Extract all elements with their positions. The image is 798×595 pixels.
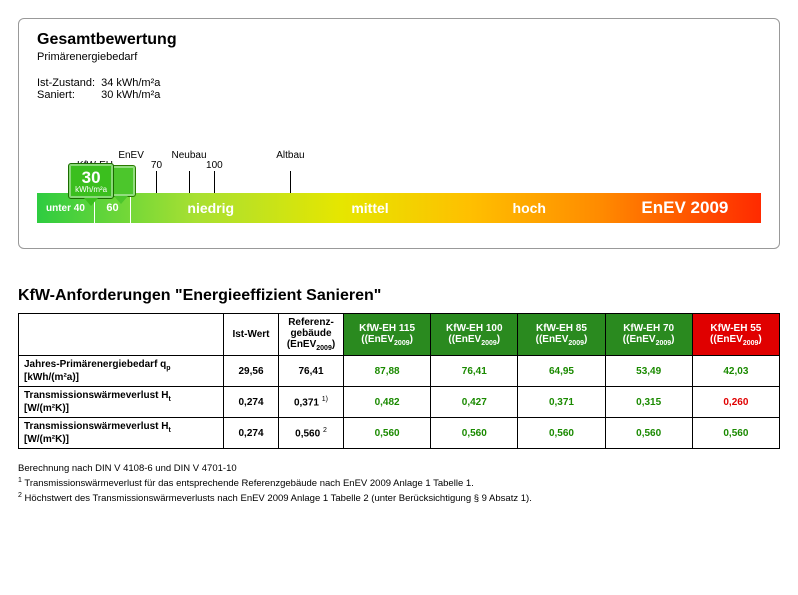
scale-segment: niedrig (131, 193, 290, 223)
cell-ist: 29,56 (224, 356, 279, 387)
cell-ref: 76,41 (279, 356, 344, 387)
marker-value: 30 (82, 169, 101, 186)
cell-kfw-55: 42,03 (692, 356, 779, 387)
table-row: Transmissionswärmeverlust Ht [W/(m²K)]0,… (19, 418, 780, 449)
cell-ist: 0,274 (224, 387, 279, 418)
marker-unit: kWh/m²a (75, 186, 107, 194)
row-head: Transmissionswärmeverlust Ht [W/(m²K)] (19, 387, 224, 418)
col-kfw-70: KfW-EH 70 ((EnEV2009) (605, 314, 692, 356)
scale-segment: hoch (450, 193, 609, 223)
scale-tick-label: 100 (206, 160, 223, 171)
row-head: Transmissionswärmeverlust Ht [W/(m²K)] (19, 418, 224, 449)
saniert-value: 30 kWh/m²a (101, 89, 166, 101)
kfw-heading: KfW-Anforderungen "Energieeffizient Sani… (18, 287, 780, 305)
scale-tick (214, 171, 215, 193)
footnotes: Berechnung nach DIN V 4108-6 und DIN V 4… (18, 463, 780, 506)
cell-kfw: 0,371 (518, 387, 605, 418)
cell-ref: 0,560 2 (279, 418, 344, 449)
energy-scale: unter 4060niedrigmittelhochEnEV 2009 30 … (37, 153, 761, 223)
value-table: Ist-Zustand: 34 kWh/m²a Saniert: 30 kWh/… (37, 77, 166, 101)
cell-kfw: 0,560 (344, 418, 431, 449)
marker-pointer-icon (114, 196, 128, 204)
table-row: Jahres-Primärenergiebedarf qp [kWh/(m²a)… (19, 356, 780, 387)
cell-kfw: 0,560 (605, 418, 692, 449)
scale-tick-label: Neubau (172, 150, 207, 161)
table-row: Transmissionswärmeverlust Ht [W/(m²K)]0,… (19, 387, 780, 418)
scale-tick (156, 171, 157, 193)
col-kfw-115: KfW-EH 115 ((EnEV2009) (344, 314, 431, 356)
col-kfw-85: KfW-EH 85 ((EnEV2009) (518, 314, 605, 356)
scale-tick-label: Altbau (276, 150, 304, 161)
ist-value: 34 kWh/m²a (101, 77, 166, 89)
footnote-2: 2 Höchstwert des Transmissionswärmeverlu… (18, 491, 780, 506)
col-ref: Referenz- gebäude (EnEV2009) (279, 314, 344, 356)
marker-pointer-icon (84, 198, 98, 206)
row-head: Jahres-Primärenergiebedarf qp [kWh/(m²a)… (19, 356, 224, 387)
scale-tick (290, 171, 291, 193)
ist-label: Ist-Zustand: (37, 77, 101, 89)
cell-ist: 0,274 (224, 418, 279, 449)
col-kfw-100: KfW-EH 100 ((EnEV2009) (431, 314, 518, 356)
saniert-label: Saniert: (37, 89, 101, 101)
cell-kfw: 53,49 (605, 356, 692, 387)
cell-kfw: 76,41 (431, 356, 518, 387)
cell-kfw: 0,315 (605, 387, 692, 418)
col-blank (19, 314, 224, 356)
col-kfw-55: KfW-EH 55 ((EnEV2009) (692, 314, 779, 356)
cell-kfw-55: 0,560 (692, 418, 779, 449)
cell-kfw-55: 0,260 (692, 387, 779, 418)
cell-ref: 0,371 1) (279, 387, 344, 418)
kfw-table: Ist-Wert Referenz- gebäude (EnEV2009) Kf… (18, 313, 780, 449)
cell-kfw: 0,427 (431, 387, 518, 418)
scale-tick-label: 70 (151, 160, 162, 171)
scale-tick (189, 171, 190, 193)
cell-kfw: 0,560 (518, 418, 605, 449)
scale-marker-primary: 30 kWh/m²a (68, 163, 114, 199)
cell-kfw: 87,88 (344, 356, 431, 387)
col-ist: Ist-Wert (224, 314, 279, 356)
scale-segment: mittel (290, 193, 449, 223)
scale-tick-label: EnEV (118, 150, 144, 161)
panel-title: Gesamtbewertung (37, 31, 761, 49)
panel-subtitle: Primärenergiebedarf (37, 51, 761, 63)
cell-kfw: 64,95 (518, 356, 605, 387)
scale-bar: unter 4060niedrigmittelhochEnEV 2009 (37, 193, 761, 223)
rating-panel: Gesamtbewertung Primärenergiebedarf Ist-… (18, 18, 780, 249)
cell-kfw: 0,560 (431, 418, 518, 449)
scale-segment: EnEV 2009 (609, 193, 761, 223)
cell-kfw: 0,482 (344, 387, 431, 418)
footnote-1: 1 Transmissionswärmeverlust für das ents… (18, 476, 780, 491)
footnote-main: Berechnung nach DIN V 4108-6 und DIN V 4… (18, 463, 780, 476)
